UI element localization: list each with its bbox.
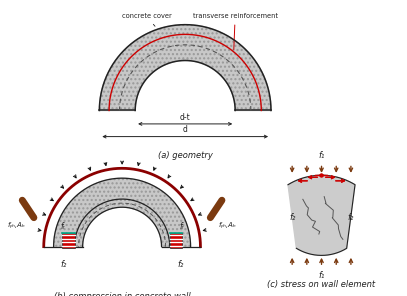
Text: transverse reinforcement: transverse reinforcement <box>193 13 278 49</box>
Text: f₂: f₂ <box>289 213 296 223</box>
Text: f₁: f₁ <box>318 271 325 280</box>
Bar <box>170 233 182 248</box>
Text: fᵣ: fᵣ <box>60 222 65 231</box>
Text: (b) compression in concrete wall: (b) compression in concrete wall <box>54 292 190 296</box>
Text: concrete cover: concrete cover <box>122 13 171 26</box>
Text: f₂: f₂ <box>177 260 183 269</box>
Polygon shape <box>99 25 271 110</box>
Text: f₂: f₂ <box>61 260 67 269</box>
Text: (c) stress on wall element: (c) stress on wall element <box>267 281 376 289</box>
Text: fᵧₕ,Aₕ: fᵧₕ,Aₕ <box>8 222 25 228</box>
Text: (a) geometry: (a) geometry <box>158 151 212 160</box>
Text: d-t: d-t <box>180 113 190 122</box>
Text: f₁: f₁ <box>318 151 325 160</box>
Text: f₂: f₂ <box>347 213 354 223</box>
Text: fᵣ: fᵣ <box>179 222 184 231</box>
Polygon shape <box>288 175 355 255</box>
Polygon shape <box>54 178 190 247</box>
Text: fᵧₕ,Aₕ: fᵧₕ,Aₕ <box>219 222 236 228</box>
Text: d: d <box>183 125 188 134</box>
Bar <box>62 233 74 248</box>
